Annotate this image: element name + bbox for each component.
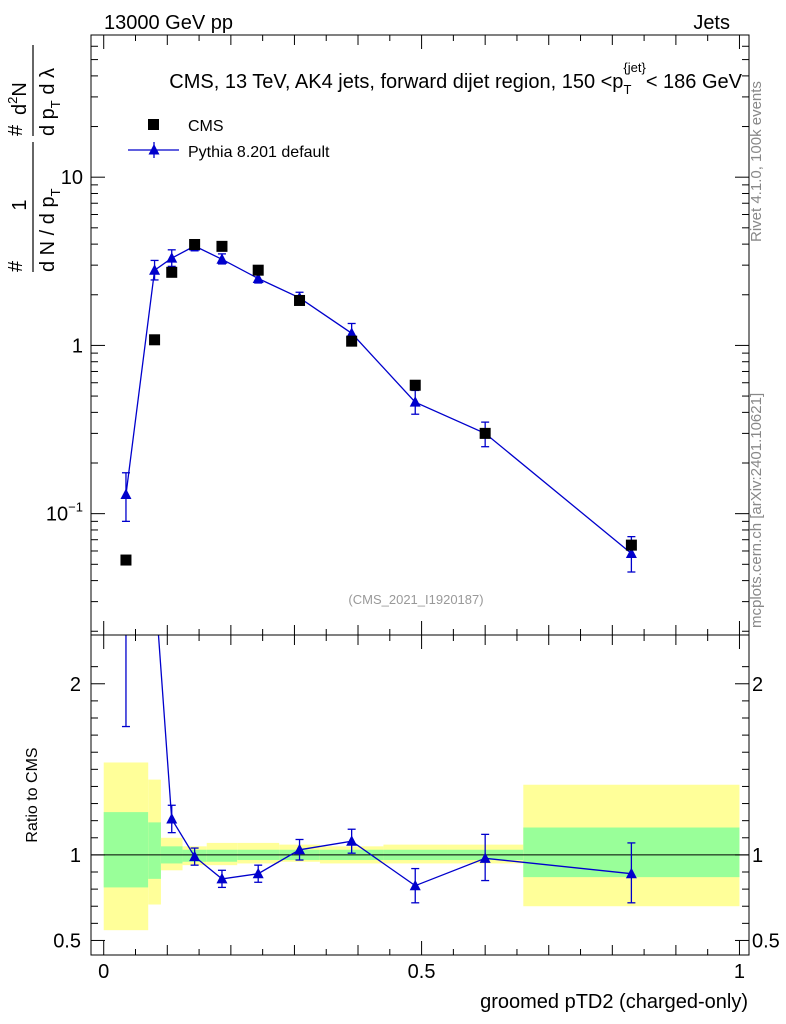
pythia-point [346, 327, 358, 338]
ratio-inner-band [103, 812, 149, 888]
cms-point [216, 240, 228, 252]
pythia-point [149, 264, 161, 275]
ratio-point [252, 867, 264, 879]
mcplots-source-label: mcplots.cern.ch [arXiv:2401.10621] [748, 393, 765, 628]
ratio-series [121, 635, 637, 904]
pythia-point [216, 253, 228, 264]
ratio-inner-band [206, 849, 238, 862]
main-panel: 10 1 10−1 CMS, 13 TeV, AK4 jets, forward d… [5, 34, 750, 636]
legend: CMS Pythia 8.201 default [128, 118, 330, 161]
plot-title: CMS, 13 TeV, AK4 jets, forward dijet reg… [169, 60, 742, 97]
main-plot-area [91, 35, 749, 635]
cms-point [252, 264, 264, 276]
legend-label: Pythia 8.201 default [188, 144, 330, 161]
ratio-y-tick-label-left: 1 [70, 845, 81, 867]
cms-point [479, 427, 491, 439]
ratio-frame [90, 634, 750, 956]
y-label-den2: d pT d λ [37, 68, 63, 136]
legend-cms-marker [148, 119, 159, 130]
rivet-version-label: Rivet 4.1.0, 100k events [748, 81, 765, 242]
pythia-point [120, 488, 132, 499]
main-y-tick-label: 10 [61, 167, 83, 189]
cms-point [294, 294, 306, 306]
y-label-hash2: # [5, 124, 27, 136]
cms-point [166, 266, 178, 278]
cms-point [149, 334, 161, 346]
pythia-point [409, 396, 421, 407]
ratio-y-axis-label: Ratio to CMS [24, 747, 41, 842]
pythia-point [166, 252, 178, 263]
ratio-point [409, 879, 421, 891]
main-y-tick-label: 1 [72, 335, 83, 357]
header-energy-label: 13000 GeV pp [104, 12, 233, 34]
y-label-den1: d N / d pT [37, 188, 63, 272]
cms-point [189, 238, 201, 250]
ratio-y-tick-label-left: 2 [70, 674, 81, 696]
legend-label: CMS [188, 118, 224, 135]
x-axis-label: groomed pTD2 (charged-only) [480, 991, 748, 1013]
ratio-y-tick-label-left: 0.5 [53, 930, 81, 952]
y-label-one: 1 [9, 199, 31, 210]
ratio-point [479, 852, 491, 863]
ratio-panel: 2 2 1 1 0.5 0.5 0 0.5 1 Ratio to CMS groomed pT… [24, 634, 780, 1013]
ratio-y-tick-label-right: 2 [752, 674, 763, 696]
ratio-y-tick-label-right: 0.5 [752, 930, 780, 952]
ratio-point [166, 812, 178, 824]
legend-pythia-marker [148, 144, 160, 155]
x-tick-label: 1 [734, 961, 745, 983]
cms-point [625, 539, 637, 551]
header-category-label: Jets [693, 12, 730, 34]
y-label-frac1: # [5, 260, 27, 272]
x-tick-label: 0 [98, 961, 109, 983]
ratio-point [189, 850, 201, 862]
x-tick-label: 0.5 [408, 961, 436, 983]
pythia-point [252, 272, 264, 283]
ratio-point [216, 872, 228, 884]
ratio-point [625, 867, 637, 879]
analysis-watermark: (CMS_2021_I1920187) [348, 592, 483, 607]
ratio-y-tick-label-right: 1 [752, 845, 763, 867]
ratio-inner-band [148, 822, 161, 879]
pythia-point [625, 547, 637, 558]
cms-point [120, 554, 132, 566]
y-label-num2: d2N [5, 82, 31, 115]
ratio-point [294, 843, 306, 855]
cms-point [346, 335, 358, 347]
cms-point [409, 379, 421, 391]
ratio-point [346, 835, 358, 846]
main-y-tick-label: 10−1 [46, 500, 83, 526]
